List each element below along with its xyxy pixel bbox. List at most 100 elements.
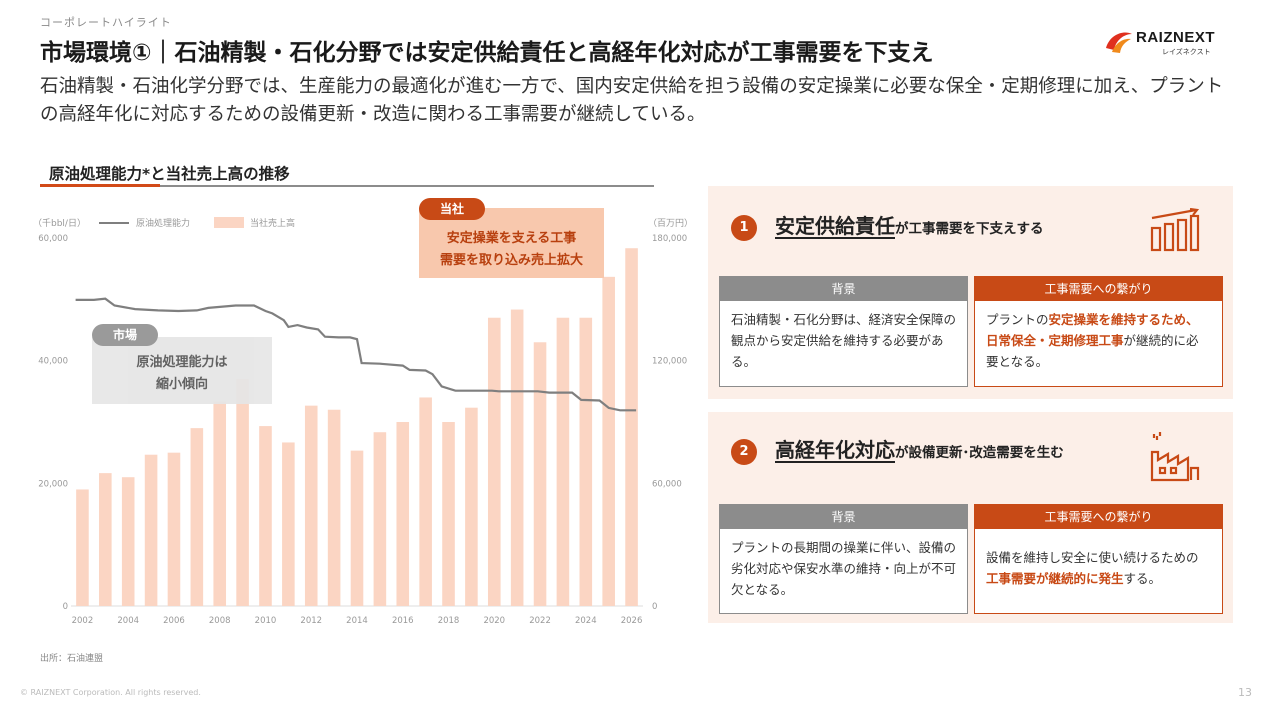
panel-heading: 高経年化対応が設備更新･改造需要を生む — [775, 434, 1064, 463]
sales-bar — [167, 452, 181, 606]
legend-capacity-label: 原油処理能力 — [136, 217, 190, 229]
market-callout-line2: 縮小傾向 — [155, 377, 208, 392]
logo-text: RAIZNEXT — [1136, 29, 1215, 46]
market-callout-line1: 原油処理能力は — [136, 355, 228, 370]
demand-link-card-text: プラントの安定操業を維持するため、日常保全・定期修理工事が継続的に必要となる。 — [975, 301, 1222, 380]
market-pill: 市場 — [92, 324, 158, 346]
background-card-label: 背景 — [720, 277, 967, 301]
sales-bar — [121, 477, 135, 606]
y-right-tick-label: 120,000 — [652, 357, 687, 367]
panel-heading-keyword: 高経年化対応 — [775, 438, 895, 462]
x-tick-label: 2022 — [529, 616, 551, 626]
sales-bar — [602, 276, 615, 606]
logo-mark-icon — [1106, 32, 1132, 53]
y-left-tick-label: 0 — [63, 602, 68, 612]
legend-sales-label: 当社売上高 — [250, 217, 295, 229]
sales-bar — [373, 432, 387, 606]
sales-bar — [625, 248, 638, 606]
company-callout-line2: 需要を取り込み売上拡大 — [439, 253, 583, 268]
x-tick-label: 2012 — [300, 616, 322, 626]
x-tick-label: 2010 — [255, 616, 277, 626]
x-tick-label: 2006 — [163, 616, 185, 626]
panel-stable-supply: 1 安定供給責任が工事需要を下支えする 背景 石油精製・石化分野は、経済安全保障… — [708, 186, 1233, 399]
sales-bar — [304, 405, 318, 606]
demand-link-card-label: 工事需要への繋がり — [975, 277, 1222, 301]
y-left-tick-label: 40,000 — [38, 357, 68, 367]
chart-area: 0 20,000 40,000 60,000 0 60,000 120,000 180,000… — [33, 217, 693, 626]
demand-link-highlight: 工事需要が継続的に発生 — [986, 571, 1124, 586]
x-tick-label: 2016 — [392, 616, 414, 626]
sales-bar — [487, 317, 501, 606]
sales-bar — [465, 407, 478, 606]
panel-heading: 安定供給責任が工事需要を下支えする — [775, 210, 1044, 239]
demand-link-card-label: 工事需要への繋がり — [975, 505, 1222, 529]
sales-bar — [396, 422, 410, 606]
y-right-tick-label: 0 — [652, 602, 657, 612]
y-right-unit: （百万円） — [648, 218, 693, 229]
demand-link-card: 工事需要への繋がり 設備を維持し安全に使い続けるための工事需要が継続的に発生する… — [974, 504, 1223, 614]
chart-title-rule — [40, 185, 654, 187]
x-tick-label: 2020 — [483, 616, 505, 626]
sales-bar — [579, 317, 593, 606]
factory-icon — [1150, 432, 1200, 482]
page-number: 13 — [1238, 686, 1252, 699]
chart-title: 原油処理能力*と当社売上高の推移 — [49, 165, 290, 183]
sales-bar — [419, 397, 432, 606]
copyright: © RAIZNEXT Corporation. All rights reser… — [20, 688, 201, 697]
market-callout: 原油処理能力は 縮小傾向 — [92, 337, 272, 404]
sales-bar — [144, 454, 158, 606]
x-tick-label: 2004 — [117, 616, 139, 626]
demand-link-post: する。 — [1123, 571, 1162, 586]
panel-number: 2 — [731, 439, 757, 465]
sales-bar — [99, 473, 112, 606]
x-tick-label: 2026 — [621, 616, 643, 626]
x-tick-label: 2018 — [438, 616, 460, 626]
y-right-tick-label: 180,000 — [652, 234, 687, 244]
panel-heading-rest: が工事需要を下支えする — [895, 221, 1044, 237]
sales-bar — [282, 442, 295, 606]
logo-subtext: レイズネクスト — [1162, 48, 1211, 56]
background-card-text: プラントの長期間の操業に伴い、設備の劣化対応や保安水準の維持・向上が不可欠となる… — [731, 540, 957, 597]
demand-link-card: 工事需要への繋がり プラントの安定操業を維持するため、日常保全・定期修理工事が継… — [974, 276, 1223, 387]
sales-bar — [350, 450, 364, 606]
sales-bar — [259, 426, 272, 606]
background-card: 背景 プラントの長期間の操業に伴い、設備の劣化対応や保安水準の維持・向上が不可欠… — [719, 504, 968, 614]
sales-bar — [213, 401, 227, 606]
background-card-text: 石油精製・石化分野は、経済安全保障の観点から安定供給を維持する必要がある。 — [731, 312, 957, 369]
panel-heading-rest: が設備更新･改造需要を生む — [895, 445, 1064, 461]
panel-number: 1 — [731, 215, 757, 241]
section-label: コーポレートハイライト — [40, 16, 172, 29]
y-right-tick-label: 60,000 — [652, 479, 682, 489]
demand-link-highlight: 安定操業を維持するため、日常保全・定期修理工事 — [986, 312, 1199, 348]
legend-sales-swatch — [214, 217, 244, 228]
x-tick-label: 2014 — [346, 616, 368, 626]
sales-bar — [510, 309, 524, 606]
sales-bar — [236, 379, 249, 606]
chart-title-accent — [40, 184, 160, 187]
y-left-tick-label: 20,000 — [38, 479, 68, 489]
demand-link-pre: プラントの — [986, 312, 1049, 327]
company-logo: RAIZNEXT レイズネクスト — [1104, 26, 1234, 56]
background-card: 背景 石油精製・石化分野は、経済安全保障の観点から安定供給を維持する必要がある。 — [719, 276, 968, 387]
sales-bar — [556, 317, 570, 606]
demand-link-post: が継続的に必要となる。 — [986, 333, 1199, 369]
y-left-tick-label: 60,000 — [38, 234, 68, 244]
company-pill: 当社 — [419, 198, 485, 220]
background-card-label: 背景 — [720, 505, 967, 529]
x-tick-label: 2002 — [72, 616, 94, 626]
panel-heading-keyword: 安定供給責任 — [775, 214, 895, 238]
x-tick-label: 2024 — [575, 616, 597, 626]
panel-aging-facilities: 2 高経年化対応が設備更新･改造需要を生む 背景 プラントの長期間の操業に伴い、… — [708, 412, 1233, 623]
page-title: 市場環境①｜石油精製・石化分野では安定供給責任と高経年化対応が工事需要を下支え — [40, 40, 934, 66]
sales-bar — [190, 428, 204, 606]
capacity-line — [75, 297, 637, 412]
source-note: 出所：石油連盟 — [40, 654, 104, 664]
sales-bar — [327, 409, 341, 606]
lead-text: 石油精製・石油化学分野では、生産能力の最適化が進む一方で、国内安定供給を担う設備… — [40, 76, 1224, 125]
company-callout-line1: 安定操業を支える工事 — [446, 231, 577, 246]
demand-link-card-text: 設備を維持し安全に使い続けるための工事需要が継続的に発生する。 — [975, 529, 1222, 597]
sales-bar — [442, 422, 455, 606]
y-left-unit: （千bbl/日） — [33, 218, 86, 229]
x-tick-label: 2008 — [209, 616, 231, 626]
demand-link-pre: 設備を維持し安全に使い続けるための — [986, 550, 1199, 565]
